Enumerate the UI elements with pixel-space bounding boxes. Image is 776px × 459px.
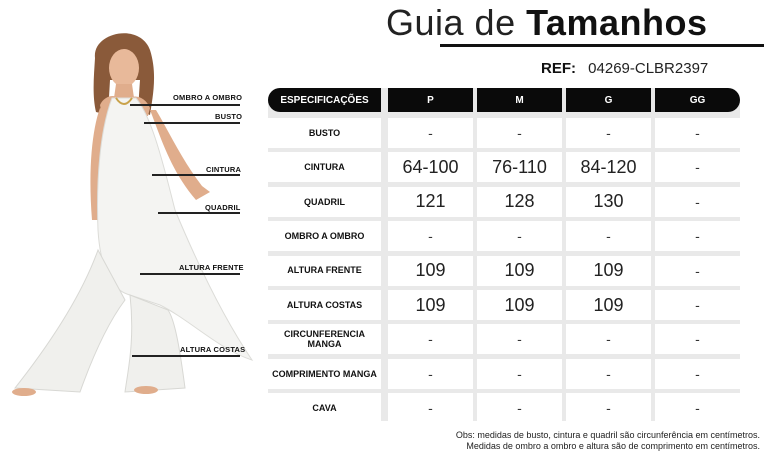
line-altura-frente	[140, 273, 240, 275]
size-value-cell: 109	[477, 290, 562, 320]
column-header-g: G	[566, 88, 651, 112]
size-value-cell: -	[655, 358, 740, 389]
label-ombro-a-ombro: OMBRO A OMBRO	[173, 93, 243, 102]
size-value-cell: -	[388, 358, 473, 389]
title-underline	[440, 44, 764, 47]
column-header-especificacoes: ESPECIFICAÇÕES	[268, 88, 381, 112]
label-altura-costas: ALTURA COSTAS	[180, 345, 246, 354]
model-figure: OMBRO A OMBRO BUSTO CINTURA QUADRIL ALTU…	[0, 20, 262, 405]
size-value-cell: -	[655, 393, 740, 424]
label-cintura: CINTURA	[206, 165, 242, 174]
size-value-cell: -	[566, 118, 651, 148]
size-value-cell: -	[655, 221, 740, 252]
spec-label: CINTURA	[268, 152, 381, 183]
line-cintura	[152, 174, 240, 176]
model-illustration	[12, 33, 254, 396]
measurement-note: Obs: medidas de busto, cintura e quadril…	[290, 430, 760, 452]
size-value-cell: -	[566, 393, 651, 424]
label-busto: BUSTO	[215, 112, 243, 121]
note-line-2: Medidas de ombro a ombro e altura são de…	[466, 441, 760, 451]
size-value-cell: -	[388, 324, 473, 355]
size-value-cell: -	[477, 118, 562, 148]
size-value-cell: -	[566, 324, 651, 355]
size-value-cell: -	[655, 255, 740, 286]
label-altura-frente: ALTURA FRENTE	[179, 263, 244, 272]
line-altura-costas	[132, 355, 240, 357]
size-value-cell: 130	[566, 186, 651, 217]
column-header-p: P	[388, 88, 473, 112]
note-line-1: Obs: medidas de busto, cintura e quadril…	[455, 430, 760, 440]
column-header-gg: GG	[655, 88, 740, 112]
reference-code: REF: 04269-CLBR2397	[541, 60, 708, 77]
size-value-cell: -	[566, 221, 651, 252]
size-value-cell: 109	[566, 290, 651, 320]
spec-label: ALTURA FRENTE	[268, 255, 381, 286]
size-value-cell: 84-120	[566, 152, 651, 183]
size-value-cell: -	[655, 290, 740, 320]
size-value-cell: 109	[566, 255, 651, 286]
size-value-cell: -	[477, 358, 562, 389]
spec-label: CIRCUNFERENCIA MANGA	[268, 324, 381, 355]
size-value-cell: -	[655, 118, 740, 148]
line-busto	[144, 122, 240, 124]
size-value-cell: 128	[477, 186, 562, 217]
label-quadril: QUADRIL	[205, 203, 241, 212]
size-value-cell: -	[655, 152, 740, 183]
size-value-cell: -	[477, 324, 562, 355]
column-header-m: M	[477, 88, 562, 112]
size-value-cell: -	[477, 393, 562, 424]
line-ombro-a-ombro	[130, 104, 240, 106]
line-quadril	[158, 212, 240, 214]
size-value-cell: -	[655, 186, 740, 217]
spec-label: CAVA	[268, 393, 381, 424]
size-value-cell: 121	[388, 186, 473, 217]
ref-label: REF:	[541, 60, 576, 77]
size-value-cell: -	[655, 324, 740, 355]
spec-label: QUADRIL	[268, 186, 381, 217]
spec-label: BUSTO	[268, 118, 381, 148]
spec-label: OMBRO A OMBRO	[268, 221, 381, 252]
size-table: ESPECIFICAÇÕES P M G GG BUSTO - - - - CINTURA 64-10…	[268, 88, 740, 424]
ref-value: 04269-CLBR2397	[588, 60, 709, 77]
page-title: Guia de Tamanhos	[386, 2, 707, 44]
size-value-cell: -	[388, 221, 473, 252]
size-value-cell: 76-110	[477, 152, 562, 183]
size-value-cell: 109	[388, 290, 473, 320]
title-bold: Tamanhos	[526, 2, 708, 43]
size-value-cell: 64-100	[388, 152, 473, 183]
spec-label: ALTURA COSTAS	[268, 290, 381, 320]
size-value-cell: -	[566, 358, 651, 389]
title-light: Guia de	[386, 2, 516, 43]
size-value-cell: 109	[477, 255, 562, 286]
size-value-cell: -	[388, 393, 473, 424]
size-value-cell: 109	[388, 255, 473, 286]
size-value-cell: -	[388, 118, 473, 148]
spec-label: COMPRIMENTO MANGA	[268, 358, 381, 389]
size-value-cell: -	[477, 221, 562, 252]
